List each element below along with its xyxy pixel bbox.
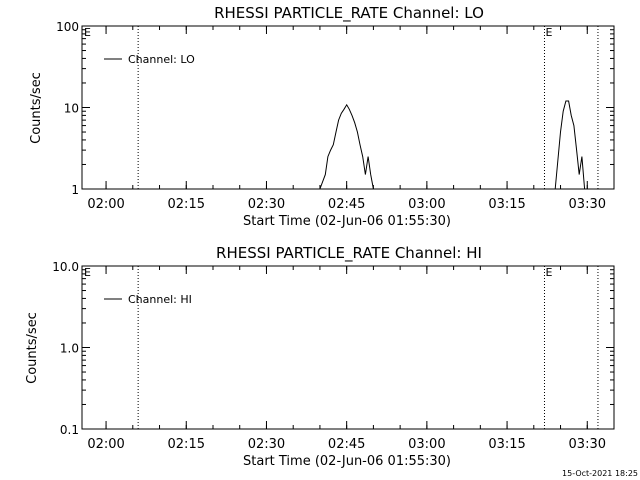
y-tick-label: 0.1 <box>60 423 79 437</box>
corner-label: E <box>84 266 91 279</box>
x-tick-label: 02:30 <box>248 437 285 452</box>
x-ticks: 02:00 02:15 02:30 02:45 03:00 03:15 03:30 <box>87 26 615 212</box>
chart-title: RHESSI PARTICLE_RATE Channel: LO <box>214 4 484 23</box>
x-ticks: 02:00 02:15 02:30 02:45 03:00 03:15 03:30 <box>87 266 615 452</box>
x-tick-label: 03:30 <box>569 197 606 212</box>
panel-lo: RHESSI PARTICLE_RATE Channel: LO 02:00 02… <box>29 4 615 229</box>
y-tick-label: 1 <box>71 183 79 197</box>
x-tick-label: 03:15 <box>488 197 525 212</box>
y-tick-label: 10.0 <box>52 260 79 274</box>
series-lo <box>319 100 586 190</box>
x-tick-label: 02:30 <box>248 197 285 212</box>
y-axis-label: Counts/sec <box>25 312 40 384</box>
series-line <box>319 103 374 190</box>
plot-frame <box>81 265 615 430</box>
y-tick-label: 1.0 <box>60 342 79 356</box>
x-tick-label: 02:45 <box>328 197 365 212</box>
y-tick-label: 10 <box>64 102 79 116</box>
chart-title: RHESSI PARTICLE_RATE Channel: HI <box>216 244 482 263</box>
flag-lines: E <box>137 266 599 429</box>
timestamp: 15-Oct-2021 18:25 <box>562 469 638 478</box>
legend-label: Channel: LO <box>128 53 195 66</box>
x-tick-label: 03:30 <box>569 437 606 452</box>
flag-label: E <box>545 26 552 39</box>
x-axis-label: Start Time (02-Jun-06 01:55:30) <box>243 214 451 229</box>
legend-label: Channel: HI <box>128 293 192 306</box>
x-tick-label: 02:00 <box>87 197 124 212</box>
flag-label: E <box>545 266 552 279</box>
y-tick-label: 100 <box>56 20 79 34</box>
x-tick-label: 02:15 <box>168 197 205 212</box>
y-axis-label: Counts/sec <box>29 72 44 144</box>
x-tick-label: 03:15 <box>488 437 525 452</box>
series-line <box>554 100 586 190</box>
corner-label: E <box>84 26 91 39</box>
x-tick-label: 03:00 <box>408 197 445 212</box>
x-axis-label: Start Time (02-Jun-06 01:55:30) <box>243 454 451 469</box>
x-tick-label: 02:15 <box>168 437 205 452</box>
x-tick-label: 03:00 <box>408 437 445 452</box>
x-tick-label: 02:00 <box>87 437 124 452</box>
panel-hi: RHESSI PARTICLE_RATE Channel: HI 02:00 02… <box>25 244 615 469</box>
x-tick-label: 02:45 <box>328 437 365 452</box>
y-ticks: 1 10 100 <box>56 20 614 197</box>
y-ticks: 0.1 1.0 10.0 <box>52 260 614 437</box>
flag-lines: E <box>137 26 599 189</box>
